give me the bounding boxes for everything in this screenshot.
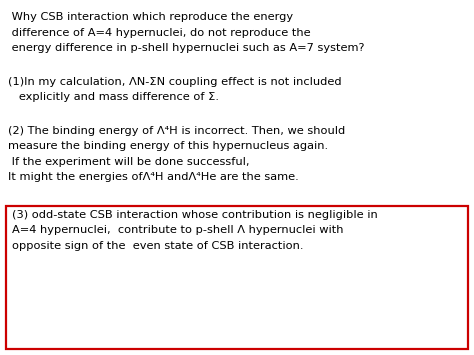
FancyBboxPatch shape xyxy=(6,206,468,349)
Text: measure the binding energy of this hypernucleus again.: measure the binding energy of this hyper… xyxy=(8,141,328,151)
Text: A=4 hypernuclei,  contribute to p-shell Λ hypernuclei with: A=4 hypernuclei, contribute to p-shell Λ… xyxy=(12,225,344,235)
Text: If the experiment will be done successful,: If the experiment will be done successfu… xyxy=(8,157,249,166)
Text: Why CSB interaction which reproduce the energy: Why CSB interaction which reproduce the … xyxy=(8,12,293,22)
Text: energy difference in p-shell hypernuclei such as A=7 system?: energy difference in p-shell hypernuclei… xyxy=(8,43,365,53)
Text: (3) odd-state CSB interaction whose contribution is negligible in: (3) odd-state CSB interaction whose cont… xyxy=(12,209,378,219)
Text: explicitly and mass difference of Σ.: explicitly and mass difference of Σ. xyxy=(8,92,219,102)
Text: (1)In my calculation, ΛN-ΣN coupling effect is not included: (1)In my calculation, ΛN-ΣN coupling eff… xyxy=(8,76,342,87)
Text: (2) The binding energy of Λ⁴H is incorrect. Then, we should: (2) The binding energy of Λ⁴H is incorre… xyxy=(8,126,345,136)
Text: opposite sign of the  even state of CSB interaction.: opposite sign of the even state of CSB i… xyxy=(12,240,303,251)
Text: It might the energies ofΛ⁴H andΛ⁴He are the same.: It might the energies ofΛ⁴H andΛ⁴He are … xyxy=(8,172,299,182)
Text: difference of A=4 hypernuclei, do not reproduce the: difference of A=4 hypernuclei, do not re… xyxy=(8,27,310,38)
